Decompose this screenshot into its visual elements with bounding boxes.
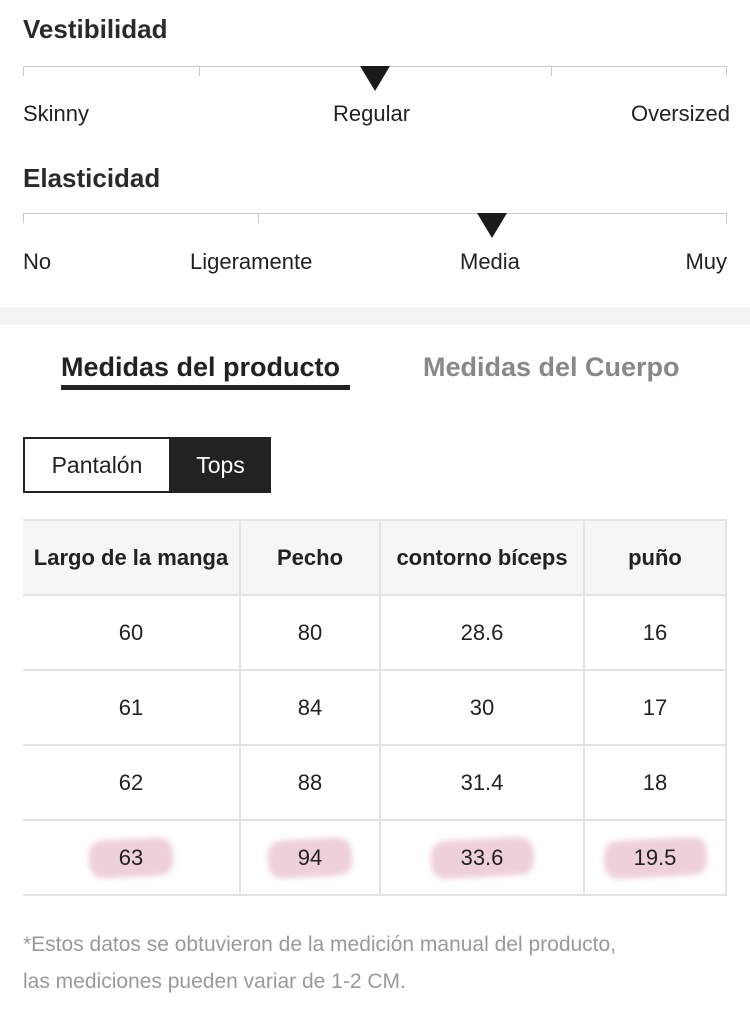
- elasticity-label-no: No: [23, 249, 52, 274]
- table-cell: 31.4: [379, 744, 585, 821]
- fit-scale-tick: [23, 66, 24, 76]
- elasticity-scale-tick: [23, 213, 24, 223]
- table-cell: 18: [583, 744, 727, 821]
- table-row-highlighted: 63 94 33.6 19.5: [23, 819, 727, 896]
- note-line-1: *Estos datos se obtuvieron de la medició…: [23, 933, 617, 956]
- tab-body-measurements[interactable]: Medidas del Cuerpo: [423, 352, 680, 382]
- elasticity-label-muy: Muy: [685, 249, 727, 274]
- segment-pants-button[interactable]: Pantalón: [23, 437, 171, 493]
- cell-value: 63: [118, 844, 144, 870]
- table-cell: 30: [379, 669, 585, 746]
- table-cell: 88: [239, 744, 381, 821]
- fit-title: Vestibilidad: [23, 14, 168, 44]
- size-table: Largo de la manga Pecho contorno bíceps …: [23, 519, 727, 896]
- table-cell: 62: [23, 744, 241, 821]
- cell-value: 19.5: [633, 844, 677, 870]
- table-cell: 28.6: [379, 594, 585, 671]
- table-cell: 80: [239, 594, 381, 671]
- table-cell: 61: [23, 669, 241, 746]
- highlight-mark: 33.6: [439, 841, 526, 875]
- highlight-mark: 63: [97, 841, 165, 875]
- fit-scale-tick: [551, 66, 552, 76]
- cell-value: 94: [297, 844, 323, 870]
- elasticity-marker-icon: [477, 213, 507, 238]
- table-cell: 94: [239, 819, 381, 896]
- table-row: 60 80 28.6 16: [23, 594, 727, 671]
- cell-value: 33.6: [460, 844, 504, 870]
- fit-scale-tick: [199, 66, 200, 76]
- header-bicep: contorno bíceps: [379, 519, 585, 596]
- highlight-mark: 94: [276, 841, 344, 875]
- table-cell: 63: [23, 819, 241, 896]
- highlight-mark: 19.5: [612, 841, 699, 875]
- header-chest: Pecho: [239, 519, 381, 596]
- table-row: 62 88 31.4 18: [23, 744, 727, 821]
- table-header-row: Largo de la manga Pecho contorno bíceps …: [23, 519, 727, 596]
- fit-label-oversized: Oversized: [630, 101, 730, 126]
- fit-marker-icon: [360, 66, 390, 91]
- tab-product-measurements[interactable]: Medidas del producto: [61, 352, 341, 382]
- measurement-note: *Estos datos se obtuvieron de la medició…: [23, 926, 723, 1000]
- header-cuff: puño: [583, 519, 727, 596]
- table-cell: 33.6: [379, 819, 585, 896]
- segment-tops-button[interactable]: Tops: [170, 437, 271, 493]
- table-cell: 84: [239, 669, 381, 746]
- elasticity-scale-tick: [726, 213, 727, 223]
- header-sleeve-length: Largo de la manga: [23, 519, 241, 596]
- table-row: 61 84 30 17: [23, 669, 727, 746]
- elasticity-label-media: Media: [460, 249, 520, 274]
- elasticity-scale-track: [23, 213, 727, 214]
- fit-label-skinny: Skinny: [23, 101, 90, 126]
- elasticity-label-ligeramente: Ligeramente: [190, 249, 313, 274]
- section-divider: [0, 307, 750, 325]
- elasticity-title: Elasticidad: [23, 163, 161, 193]
- table-cell: 60: [23, 594, 241, 671]
- fit-scale-tick: [726, 66, 727, 76]
- table-cell: 17: [583, 669, 727, 746]
- table-cell: 19.5: [583, 819, 727, 896]
- note-line-2: las mediciones pueden variar de 1-2 CM.: [23, 970, 406, 993]
- table-cell: 16: [583, 594, 727, 671]
- elasticity-scale-tick: [258, 213, 259, 223]
- fit-label-regular: Regular: [333, 101, 411, 126]
- active-tab-underline: [61, 385, 350, 390]
